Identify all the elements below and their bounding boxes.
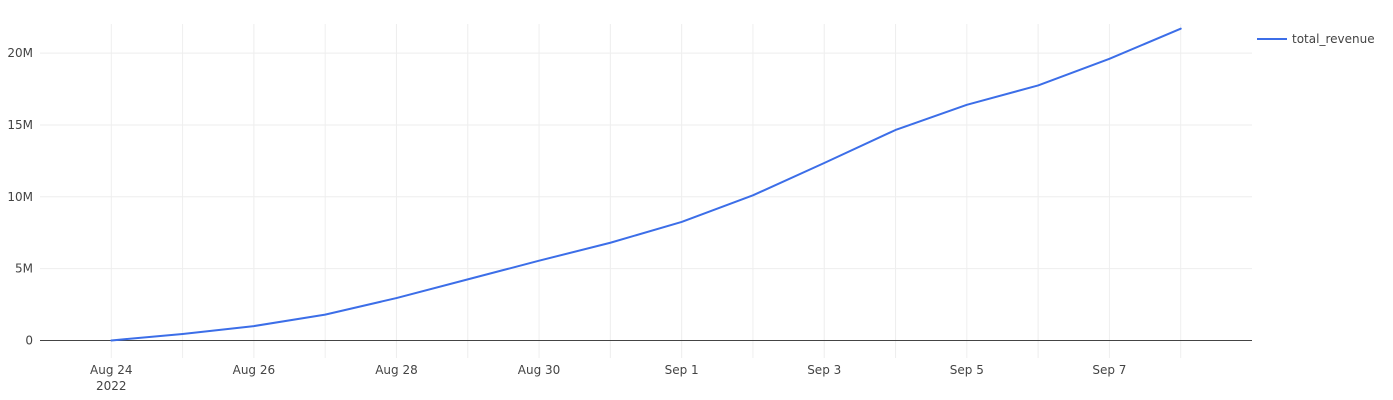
x-tick-label: Sep 5 bbox=[950, 363, 984, 377]
series-line-total-revenue bbox=[110, 27, 1182, 342]
y-tick-label: 20M bbox=[7, 46, 33, 60]
x-axis-tick-labels: Aug 24 2022 Aug 26 Aug 28 Aug 30 Sep 1 Sep 3 Se… bbox=[90, 363, 1126, 393]
x-tick-sublabel: 2022 bbox=[96, 379, 127, 393]
x-tick-label: Aug 30 bbox=[518, 363, 561, 377]
x-tick-label: Aug 24 bbox=[90, 363, 133, 377]
legend[interactable]: total_revenue bbox=[1257, 32, 1375, 46]
legend-label-total-revenue[interactable]: total_revenue bbox=[1292, 32, 1375, 46]
y-tick-label: 5M bbox=[15, 262, 33, 276]
y-tick-label: 10M bbox=[7, 190, 33, 204]
y-tick-label: 15M bbox=[7, 118, 33, 132]
x-tick-label: Aug 28 bbox=[375, 363, 418, 377]
y-gridlines bbox=[40, 52, 1252, 270]
x-gridlines bbox=[110, 24, 1182, 358]
series-layer bbox=[110, 27, 1182, 342]
x-tick-label: Aug 26 bbox=[233, 363, 276, 377]
y-axis-tick-labels: 0 5M 10M 15M 20M bbox=[7, 46, 33, 347]
x-tick-label: Sep 3 bbox=[807, 363, 841, 377]
x-tick-label: Sep 7 bbox=[1092, 363, 1126, 377]
x-tick-label: Sep 1 bbox=[665, 363, 699, 377]
y-tick-label: 0 bbox=[25, 333, 33, 347]
